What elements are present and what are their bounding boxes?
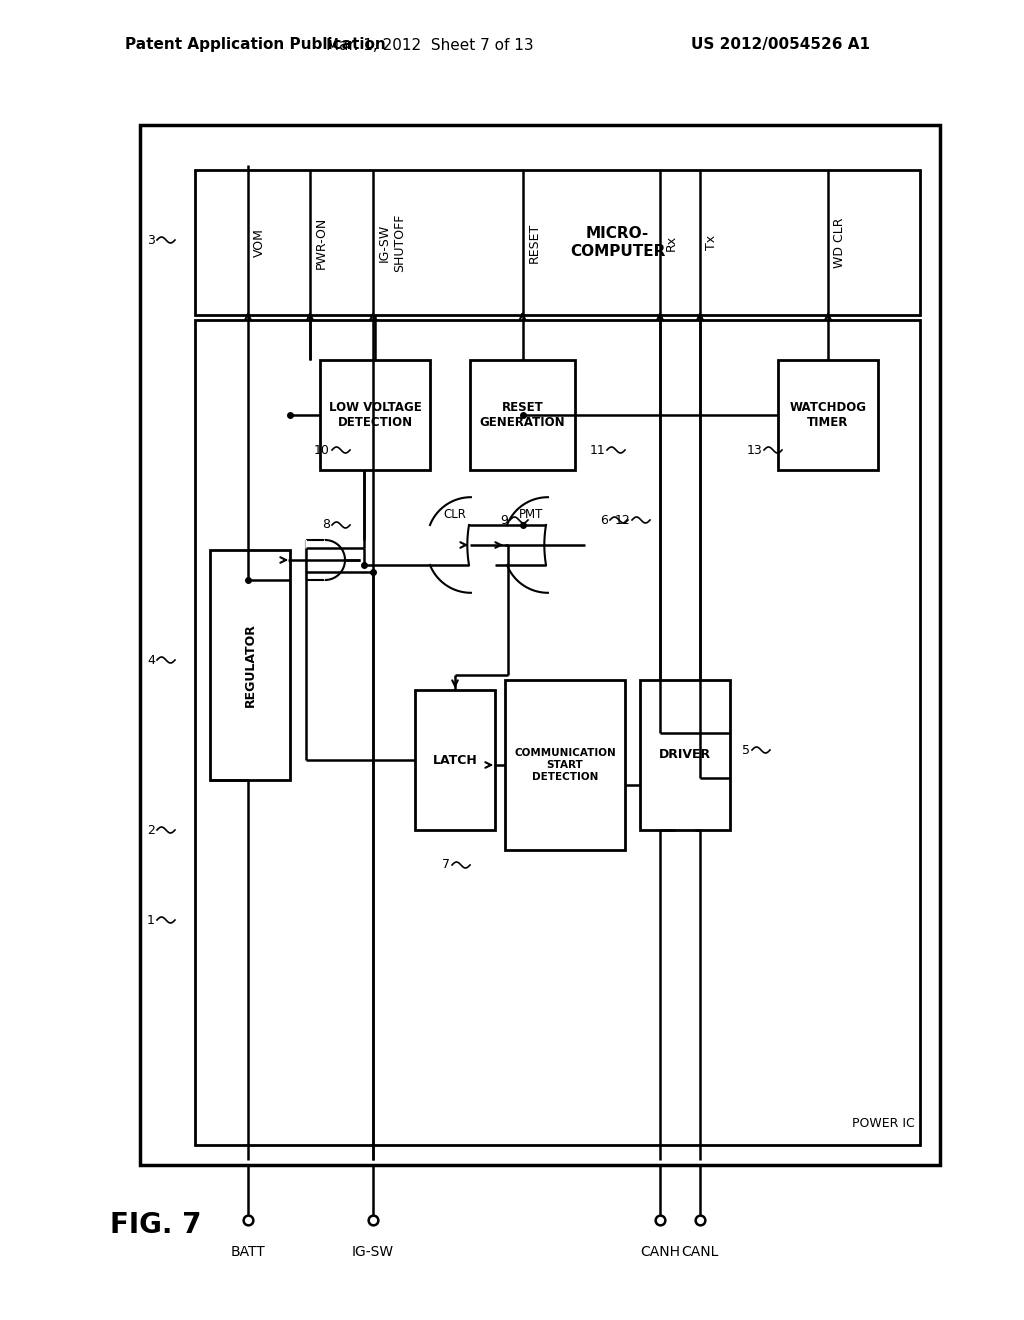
- Text: 10: 10: [314, 444, 330, 457]
- Text: Rx: Rx: [665, 235, 678, 251]
- Polygon shape: [507, 498, 548, 593]
- Text: WD CLR: WD CLR: [833, 218, 846, 268]
- Bar: [778, 360, 878, 470]
- Text: Tx: Tx: [705, 235, 718, 249]
- Text: 3: 3: [147, 234, 155, 247]
- Text: PWR-ON: PWR-ON: [315, 216, 328, 269]
- Text: 7: 7: [442, 858, 450, 871]
- Text: 2: 2: [147, 824, 155, 837]
- Text: Mar. 1, 2012  Sheet 7 of 13: Mar. 1, 2012 Sheet 7 of 13: [327, 37, 534, 53]
- Text: LOW VOLTAGE
DETECTION: LOW VOLTAGE DETECTION: [329, 401, 421, 429]
- Text: 9: 9: [500, 513, 508, 527]
- Text: BATT: BATT: [230, 1245, 265, 1259]
- Text: IG-SW: IG-SW: [352, 1245, 394, 1259]
- Text: Patent Application Publication: Patent Application Publication: [125, 37, 386, 53]
- Bar: [140, 125, 940, 1166]
- Bar: [640, 680, 730, 830]
- Bar: [505, 680, 625, 850]
- Text: 8: 8: [322, 519, 330, 532]
- Text: 12: 12: [614, 513, 630, 527]
- Text: CLR: CLR: [443, 508, 466, 521]
- Text: WATCHDOG
TIMER: WATCHDOG TIMER: [790, 401, 866, 429]
- Text: 4: 4: [147, 653, 155, 667]
- Text: 5: 5: [742, 743, 750, 756]
- Text: 6: 6: [600, 513, 608, 527]
- Text: CANH: CANH: [640, 1245, 680, 1259]
- Text: CANL: CANL: [681, 1245, 719, 1259]
- Bar: [195, 319, 920, 1144]
- Bar: [319, 360, 430, 470]
- Polygon shape: [430, 498, 471, 593]
- Text: IG-SW
SHUTOFF: IG-SW SHUTOFF: [378, 214, 406, 272]
- Text: COMMUNICATION
START
DETECTION: COMMUNICATION START DETECTION: [514, 748, 615, 781]
- Text: US 2012/0054526 A1: US 2012/0054526 A1: [691, 37, 870, 53]
- Text: PMT: PMT: [518, 508, 543, 521]
- Text: MICRO-
COMPUTER: MICRO- COMPUTER: [569, 226, 666, 259]
- Bar: [195, 170, 920, 315]
- Bar: [210, 550, 290, 780]
- Polygon shape: [306, 540, 345, 579]
- Bar: [415, 690, 495, 830]
- Text: LATCH: LATCH: [432, 754, 477, 767]
- Text: 11: 11: [589, 444, 605, 457]
- Text: RESET
GENERATION: RESET GENERATION: [479, 401, 565, 429]
- Text: REGULATOR: REGULATOR: [244, 623, 256, 708]
- Text: POWER IC: POWER IC: [852, 1117, 915, 1130]
- Text: VOM: VOM: [253, 228, 266, 257]
- Text: FIG. 7: FIG. 7: [110, 1210, 202, 1239]
- Text: 1: 1: [147, 913, 155, 927]
- Text: 13: 13: [746, 444, 762, 457]
- Bar: [470, 360, 575, 470]
- Text: DRIVER: DRIVER: [658, 748, 711, 762]
- Text: RESET: RESET: [527, 222, 541, 263]
